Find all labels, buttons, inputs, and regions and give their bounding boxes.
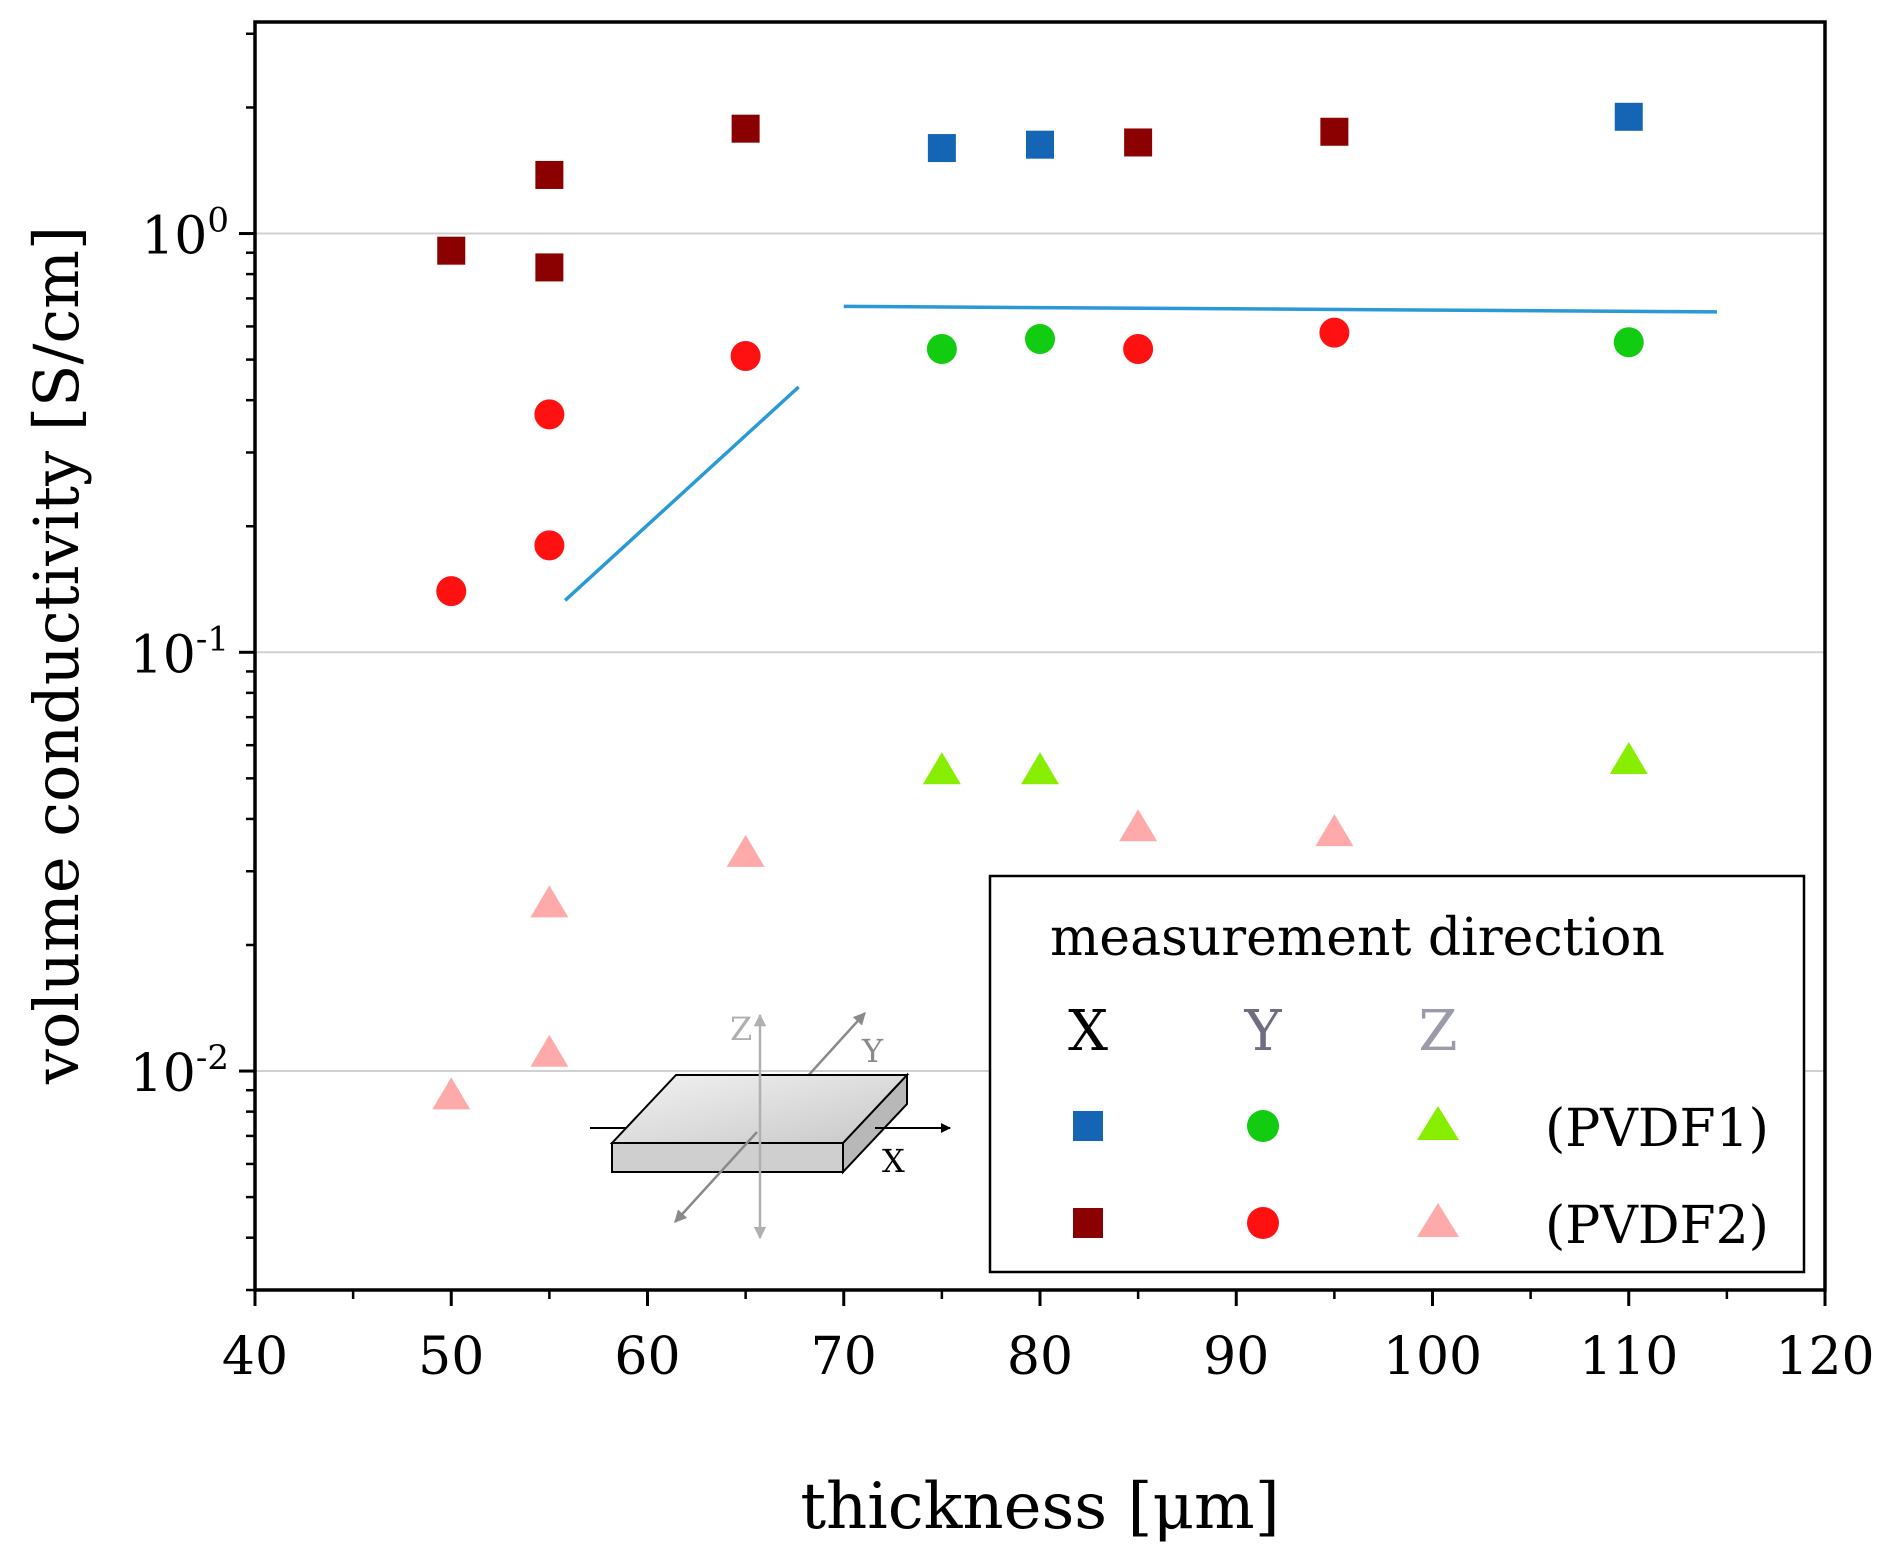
trend-line-flat — [843, 304, 1718, 314]
legend-marker-pvdf1-y — [1247, 1110, 1279, 1142]
x-axis-ticks: 40 50 60 70 80 90 100 110 120 — [222, 1290, 1875, 1387]
pvdf1-y-point — [1613, 327, 1644, 358]
x-tick-label: 100 — [1383, 1327, 1482, 1387]
legend-box — [988, 874, 1806, 1274]
x-tick-label: 40 — [222, 1327, 288, 1387]
pvdf2-y-point — [436, 576, 467, 607]
y-axis-label: volume conductivity [S/cm] — [20, 226, 93, 1085]
x-tick-label: 110 — [1579, 1327, 1678, 1387]
x-tick-label: 120 — [1775, 1327, 1874, 1387]
x-axis-label: thickness [μm] — [800, 1470, 1279, 1544]
inset-label-y: Y — [861, 1032, 884, 1070]
pvdf1-x-point — [927, 134, 956, 163]
legend-marker-pvdf2-x — [1073, 1208, 1103, 1238]
x-tick-label: 70 — [811, 1327, 877, 1387]
pvdf2-x-point — [437, 236, 466, 265]
pvdf2-z-point — [432, 1077, 471, 1110]
pvdf1-x-point — [1026, 130, 1054, 159]
legend-marker-pvdf1-z — [1417, 1106, 1459, 1140]
inset-axes-diagram: Z Y X — [590, 1010, 951, 1240]
legend-col-y: Y — [1244, 999, 1283, 1064]
x-tick-label: 50 — [418, 1327, 484, 1387]
pvdf1-y-point — [926, 333, 957, 364]
inset-label-x: X — [882, 1142, 905, 1180]
legend-row-pvdf2: (PVDF2) — [1545, 1196, 1769, 1256]
y-tick-label: 10-1 — [130, 619, 229, 685]
legend-row-pvdf1: (PVDF1) — [1545, 1099, 1769, 1159]
y-tick-label: 100 — [141, 201, 229, 267]
pvdf2-y-point — [730, 340, 761, 371]
pvdf2-x-point — [535, 160, 564, 189]
legend: measurement direction X Y Z (PVDF1) (PVD… — [988, 874, 1806, 1274]
y-tick-label: 10-2 — [130, 1038, 229, 1104]
legend-marker-pvdf2-y — [1247, 1207, 1279, 1239]
pvdf2-z-point — [1119, 809, 1158, 842]
legend-title: measurement direction — [1050, 908, 1665, 968]
legend-col-x: X — [1068, 999, 1108, 1064]
data-points — [432, 102, 1648, 1110]
y-axis-ticks: 100 10-1 10-2 — [130, 32, 255, 1292]
inset-label-z: Z — [730, 1010, 752, 1048]
pvdf1-y-point — [1025, 323, 1055, 354]
pvdf2-y-point — [534, 399, 565, 430]
pvdf1-x-point — [1614, 102, 1643, 131]
pvdf2-x-point — [535, 253, 564, 282]
legend-col-z: Z — [1419, 999, 1458, 1064]
pvdf2-z-point — [530, 1034, 569, 1067]
trend-lines — [563, 304, 1718, 602]
pvdf1-z-point — [922, 752, 961, 785]
pvdf2-y-point — [1319, 317, 1350, 348]
pvdf2-z-point — [1315, 814, 1354, 847]
pvdf2-x-point — [731, 114, 760, 143]
pvdf1-z-point — [1609, 742, 1648, 775]
legend-marker-pvdf2-z — [1417, 1203, 1459, 1237]
pvdf2-y-point — [1123, 333, 1154, 364]
inset-y-axis-front — [674, 1131, 758, 1223]
pvdf2-z-point — [530, 885, 569, 918]
pvdf2-y-point — [534, 530, 565, 561]
inset-slab-front — [611, 1142, 844, 1173]
pvdf2-z-point — [726, 834, 765, 867]
legend-marker-pvdf1-x — [1073, 1111, 1103, 1141]
x-tick-label: 80 — [1007, 1327, 1073, 1387]
trend-line-rising — [563, 385, 800, 602]
pvdf2-x-point — [1320, 117, 1349, 146]
pvdf1-z-point — [1021, 752, 1059, 785]
x-tick-label: 60 — [614, 1327, 680, 1387]
pvdf2-x-point — [1124, 128, 1153, 157]
x-tick-label: 90 — [1203, 1327, 1269, 1387]
